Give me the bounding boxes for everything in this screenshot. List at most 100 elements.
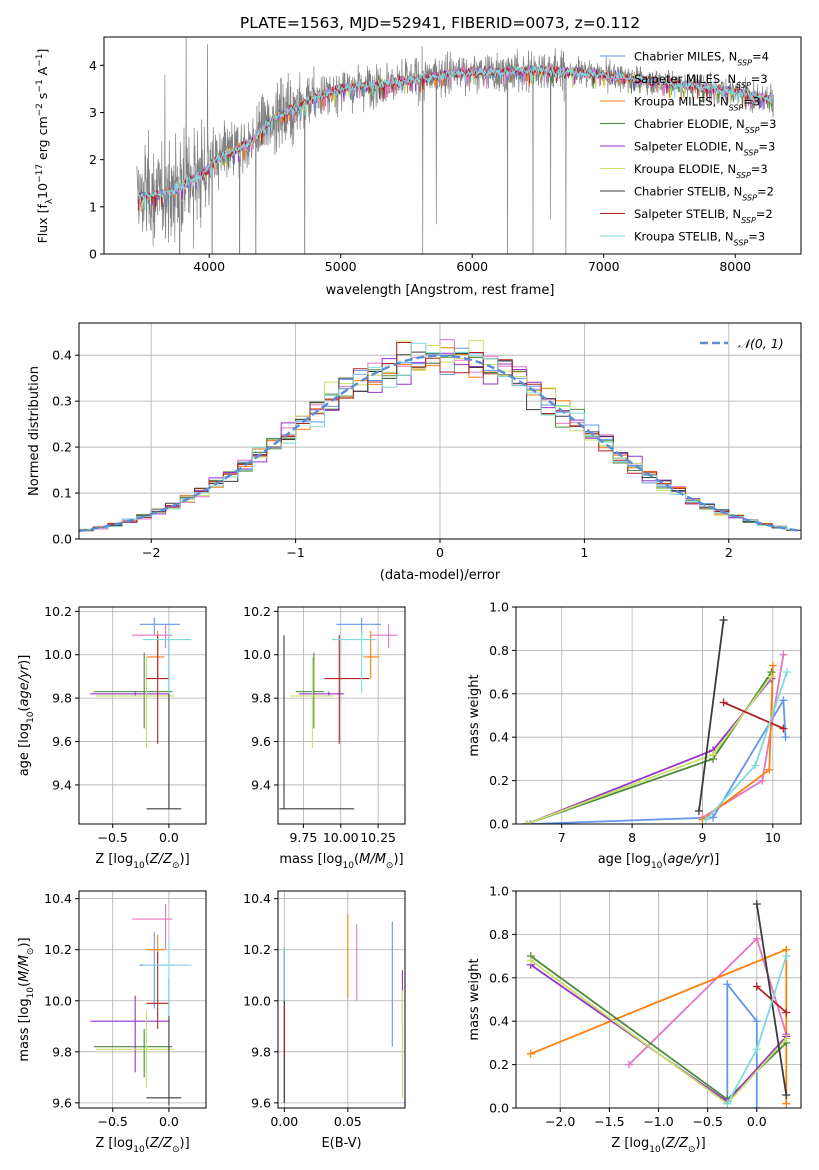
legend-label: 𝒩(0, 1) (738, 336, 784, 351)
axes: 7 8 9 10 0.0 0.2 0.4 0.6 0.8 1.0 (489, 600, 802, 845)
x-axis-label: E(B-V) (321, 1136, 361, 1151)
x-tick-label: −0.5 (98, 1114, 128, 1129)
y-tick-label: 9.8 (52, 1044, 72, 1059)
y-tick-label: 10.2 (44, 942, 72, 957)
x-tick-label: −1 (286, 545, 304, 560)
label-part: ⊙ (688, 1145, 696, 1155)
label-part: Z/Z (149, 852, 173, 867)
label-part: ( (661, 1136, 666, 1151)
label-part: −17 (35, 164, 45, 183)
legend-sub: SSP (742, 193, 757, 202)
legend-name: Chabrier MILES, N (634, 50, 737, 64)
x-tick-label: 0.0 (159, 1114, 179, 1129)
label-part: mass weight (467, 958, 482, 1040)
legend-sub: SSP (736, 171, 751, 180)
legend-suffix: =3 (751, 162, 768, 176)
legend-label: Salpeter STELIB, NSSP=2 (634, 207, 773, 225)
y-tick-label: 0.6 (489, 970, 509, 985)
x-tick-label: 0.00 (270, 1114, 298, 1129)
y-axis-label: age [log10(age/yr)] (17, 655, 36, 777)
legend-label: Chabrier MILES, NSSP=4 (634, 50, 769, 68)
spectrum-plot-area (136, 37, 774, 254)
label-part: Flux [f (35, 204, 50, 244)
label-part: 10 (26, 987, 36, 999)
legend-sub: SSP (737, 58, 752, 67)
y-tick-label: 0.4 (52, 348, 72, 363)
label-part: )] (696, 1136, 706, 1151)
legend-suffix: =3 (751, 72, 768, 86)
x-tick-label: 10.25 (360, 830, 396, 845)
plot-area (90, 617, 192, 810)
y-tick-label: 0.8 (489, 643, 509, 658)
label-part: ( (662, 852, 667, 867)
x-tick-label: 5000 (325, 259, 357, 274)
legend-name: Kroupa ELODIE, N (634, 162, 736, 176)
x-tick-label: −1.5 (594, 1114, 624, 1129)
residuals-axes: −2 −1 0 1 2 0.0 0.1 0.2 0.3 0.4 (52, 322, 802, 560)
grid (516, 890, 801, 1109)
label-part: 10 (35, 183, 50, 199)
label-part: )] (393, 852, 403, 867)
residuals-legend: 𝒩(0, 1) (700, 336, 784, 351)
y-tick-label: 10.2 (44, 604, 72, 619)
label-part: ] (35, 49, 50, 54)
y-axis-label: mass weight (467, 958, 482, 1040)
spectrum-xlabel: wavelength [Angstrom, rest frame] (326, 283, 555, 298)
legend-name: Chabrier ELODIE, N (634, 117, 745, 131)
legend-label: Salpeter ELODIE, NSSP=3 (634, 140, 775, 158)
grid (79, 891, 206, 1108)
y-tick-label: 9.8 (251, 1044, 271, 1059)
y-tick-label: 0.4 (489, 730, 509, 745)
x-tick-label: −2 (142, 545, 160, 560)
residuals-panel: 𝒩(0, 1) −2 −1 0 1 2 0.0 0.1 0.2 0.3 0.4 (data-mod… (27, 322, 802, 583)
legend-suffix: =4 (752, 50, 769, 64)
y-axis-label: mass weight (467, 674, 482, 756)
x-tick-label: 2 (725, 545, 733, 560)
y-tick-label: 9.8 (251, 691, 271, 706)
label-part: 10 (651, 861, 663, 871)
legend-name: Kroupa STELIB, N (634, 230, 734, 244)
label-part: ⊙ (172, 1145, 180, 1155)
weight-line (723, 701, 784, 730)
x-tick-label: 8000 (719, 259, 751, 274)
plot-area (90, 903, 192, 1106)
model-spectrum-line (137, 64, 773, 211)
axes-frame (78, 606, 207, 825)
weight-line (726, 981, 758, 1108)
y-tick-label: 10.4 (44, 891, 72, 906)
legend-suffix: =2 (757, 185, 774, 199)
label-part: )] (709, 852, 719, 867)
y-tick-label: 3 (89, 105, 97, 120)
label-part: s (35, 93, 50, 104)
x-tick-label: −0.5 (98, 830, 128, 845)
label-part: Z [log (95, 1136, 133, 1151)
legend-sub: SSP (729, 103, 744, 112)
legend-sub: SSP (741, 216, 756, 225)
normal-curve (79, 354, 801, 533)
y-tick-label: 0.0 (489, 817, 509, 832)
y-tick-label: 10.0 (44, 993, 72, 1008)
y-tick-label: 0.1 (52, 486, 72, 501)
x-axis-label: Z [log10(Z/Z⊙)] (95, 852, 189, 871)
figure-title: PLATE=1563, MJD=52941, FIBERID=0073, z=0… (240, 14, 640, 32)
axes-frame (277, 890, 406, 1109)
x-axis-label: Z [log10(Z/Z⊙)] (611, 1136, 705, 1155)
plot-area (279, 617, 398, 810)
y-tick-label: 10.2 (243, 604, 271, 619)
y-tick-label: 0 (89, 247, 97, 262)
label-part: ( (145, 1136, 150, 1151)
label-part: 10 (133, 861, 145, 871)
axes-frame (103, 36, 802, 255)
label-part: mass [log (279, 852, 342, 867)
label-part: Z [log (95, 852, 133, 867)
label-part: 10 (343, 861, 355, 871)
weight-line (698, 619, 725, 812)
legend-suffix: =3 (748, 230, 765, 244)
legend-suffix: =3 (758, 140, 775, 154)
x-tick-label: 8 (628, 830, 636, 845)
x-tick-label: 9.75 (289, 830, 317, 845)
y-tick-label: 9.6 (52, 734, 72, 749)
y-tick-label: 0.4 (489, 1014, 509, 1029)
